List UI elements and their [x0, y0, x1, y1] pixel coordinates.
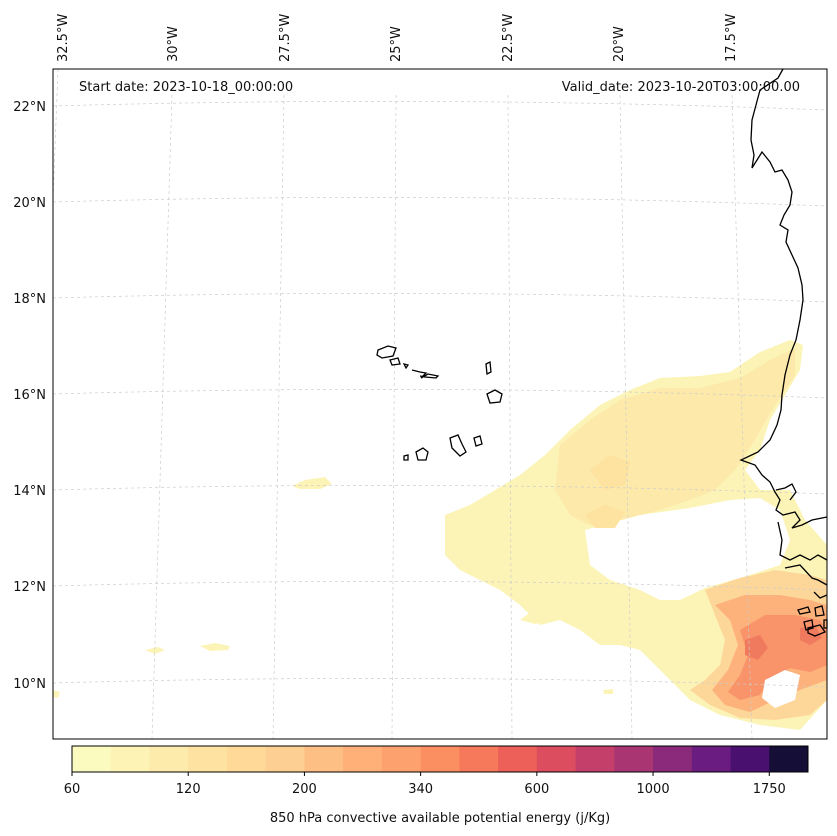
colorbar-swatch: [72, 746, 112, 772]
parallel-16: [52, 388, 828, 399]
lat-label: 18°N: [13, 292, 46, 307]
coast-segment-sierra-leone: [813, 591, 828, 599]
cape-patch-5: [53, 690, 60, 698]
colorbar-tick-label: 60: [64, 782, 81, 797]
cape-patch-2: [200, 643, 230, 651]
coastlines: [376, 68, 828, 637]
longitude-labels: 32.5°W 30°W 27.5°W 25°W 22.5°W 20°W 17.5…: [56, 14, 739, 62]
cape-clear-gap: [585, 498, 790, 600]
colorbar-swatch: [498, 746, 538, 772]
meridian-30: [151, 94, 173, 740]
latitude-labels: 22°N 20°N 18°N 16°N 14°N 12°N 10°N: [13, 100, 46, 692]
cape-patch-1: [292, 477, 332, 489]
colorbar-swatch: [691, 746, 732, 772]
colorbar-tick-label: 120: [176, 782, 201, 797]
meridian-32-5: [52, 68, 59, 201]
cape-region-very-high: [745, 635, 768, 660]
meridian-25: [391, 94, 397, 740]
coast-segment-guinea: [784, 564, 828, 586]
parallel-12: [52, 580, 828, 591]
lon-label: 17.5°W: [724, 14, 739, 62]
map-panel: [52, 68, 828, 740]
colorbar-frame: [71, 745, 809, 773]
colorbar-swatch: [730, 746, 770, 772]
lon-label: 27.5°W: [278, 14, 293, 62]
coast-segment-gambia: [775, 483, 797, 501]
meridian-27-5: [272, 94, 285, 740]
parallel-18: [52, 292, 828, 303]
bijagos-island-1: [797, 606, 811, 615]
lon-label: 20°W: [612, 26, 627, 62]
maio-island: [473, 435, 483, 447]
colorbar-swatch: [575, 746, 615, 772]
africa-coastline: [739, 68, 828, 529]
fogo-island: [415, 447, 429, 461]
colorbar-swatch: [343, 746, 383, 772]
colorbar-swatch: [459, 746, 499, 772]
colorbar-tick-label: 1000: [637, 782, 670, 797]
cape-clear-hole: [762, 670, 800, 708]
sao-nicolau-island: [411, 369, 440, 379]
lat-label: 22°N: [13, 100, 46, 115]
lat-label: 12°N: [13, 580, 46, 595]
colorbar-swatch: [304, 746, 344, 772]
colorbar-swatch: [149, 746, 189, 772]
bijagos-island-4: [807, 624, 827, 637]
brava-island: [403, 454, 409, 461]
map-frame: [52, 68, 828, 740]
boa-vista-island: [486, 389, 503, 404]
colorbar-tick-label: 600: [524, 782, 549, 797]
start-date-label: Start date: 2023-10-18_00:00:00: [79, 80, 293, 95]
valid-date-label: Valid_date: 2023-10-20T03:00:00.00: [562, 80, 800, 95]
colorbar-swatch: [769, 746, 809, 772]
colorbar-swatch: [614, 746, 654, 772]
gridlines: [52, 68, 828, 740]
colorbar-swatches: [72, 746, 809, 772]
colorbar-ticks: 60 120 200 340 600 1000 1750: [64, 772, 786, 797]
colorbar-tick-label: 200: [292, 782, 317, 797]
cape-region-low-mid-core-2: [585, 505, 625, 528]
lat-label: 20°N: [13, 196, 46, 211]
colorbar-tick-label: 340: [408, 782, 433, 797]
meridian-22-5: [507, 94, 513, 740]
parallel-20: [52, 196, 828, 207]
lon-label: 25°W: [389, 26, 404, 62]
lon-label: 22.5°W: [501, 14, 516, 62]
santo-antao-island: [376, 345, 397, 359]
lat-label: 10°N: [13, 677, 46, 692]
cape-region-low-mid-core: [590, 455, 630, 490]
parallel-22: [52, 100, 828, 111]
parallel-10: [52, 677, 828, 688]
colorbar-swatch: [110, 746, 150, 772]
colorbar-swatch: [381, 746, 422, 772]
lon-label: 32.5°W: [56, 14, 71, 62]
colorbar-swatch: [653, 746, 693, 772]
sal-island: [485, 360, 492, 376]
cape-patch-3: [145, 647, 165, 654]
colorbar-swatch: [226, 746, 267, 772]
colorbar-swatch: [188, 746, 228, 772]
meridian-17-5: [731, 94, 753, 740]
cape-patch-6: [603, 689, 613, 694]
colorbar-swatch: [265, 746, 305, 772]
santiago-island: [449, 434, 467, 457]
colorbar: 60 120 200 340 600 1000 1750 850 hPa convectiv…: [64, 745, 809, 826]
colorbar-swatch: [420, 746, 460, 772]
bijagos-island-3: [803, 619, 814, 631]
cape-patch-4: [520, 605, 560, 624]
colorbar-tick-label: 1750: [753, 782, 786, 797]
parallel-14: [52, 484, 828, 495]
santa-luzia-island: [402, 363, 410, 370]
colorbar-swatch: [536, 746, 577, 772]
bijagos-island-2: [814, 605, 825, 617]
cape-field: [53, 340, 827, 730]
sao-vicente-island: [389, 357, 401, 366]
lon-label: 30°W: [166, 26, 181, 62]
coast-segment-guinea-bissau: [777, 521, 828, 561]
lat-label: 14°N: [13, 484, 46, 499]
lat-label: 16°N: [13, 388, 46, 403]
meridian-20: [619, 94, 633, 740]
colorbar-title: 850 hPa convective available potential e…: [270, 811, 610, 826]
